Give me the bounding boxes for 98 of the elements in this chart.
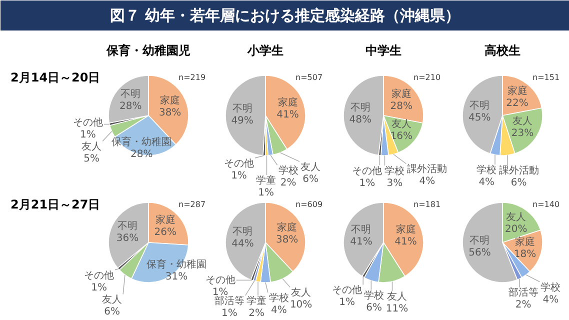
data-label: 45% xyxy=(468,112,491,124)
slice-label: 不明 xyxy=(351,224,372,236)
data-label: 1% xyxy=(221,308,238,319)
slice-label: 友人 xyxy=(391,118,412,130)
text: n=140 xyxy=(532,200,560,209)
slice-label: 学校 xyxy=(476,164,497,176)
data-label: 4% xyxy=(478,177,495,188)
chart-title: 高校生 xyxy=(484,44,520,58)
data-label: 5% xyxy=(84,154,100,165)
data-label: 11% xyxy=(386,304,408,315)
data-label: 4% xyxy=(542,294,559,306)
slice-label: 家庭 xyxy=(514,236,535,248)
slice-label: 保育・幼稚園 xyxy=(112,136,172,148)
slice-label: 友人 xyxy=(506,212,526,224)
data-label: 38% xyxy=(158,107,182,118)
chart-title: 保育・幼稚園児 xyxy=(106,44,190,58)
data-label: 49% xyxy=(231,115,254,126)
data-label: 41% xyxy=(350,236,372,248)
slice-label: 家庭 xyxy=(507,85,528,98)
data-label: 28% xyxy=(120,101,142,112)
data-label: 1% xyxy=(91,282,107,294)
slice-label: 不明 xyxy=(232,103,252,114)
slice-label: 不明 xyxy=(118,221,138,232)
data-label: 56% xyxy=(468,247,491,258)
data-label: 1% xyxy=(80,130,96,141)
data-label: 2% xyxy=(515,300,532,311)
data-label: 48% xyxy=(349,114,372,126)
data-label: 44% xyxy=(232,238,254,250)
data-label: 41% xyxy=(276,110,299,121)
data-label: 1% xyxy=(359,178,376,189)
slice-label: その他 xyxy=(84,269,114,282)
slice-label: 家庭 xyxy=(391,88,412,100)
data-label: 22% xyxy=(506,98,528,110)
slice-label: 不明 xyxy=(350,102,370,114)
data-label: 38% xyxy=(276,234,298,246)
data-label: 3% xyxy=(386,178,403,189)
data-label: 6% xyxy=(510,178,527,189)
slice-label: 家庭 xyxy=(277,221,298,234)
slice-label: その他 xyxy=(205,274,236,286)
data-label: 28% xyxy=(390,101,412,112)
slice-label: 学童 xyxy=(256,174,276,187)
text: n=181 xyxy=(414,200,441,209)
data-label: 1% xyxy=(258,188,274,199)
data-label: 6% xyxy=(366,302,382,314)
data-label: 23% xyxy=(511,128,534,139)
text: n=609 xyxy=(296,200,323,209)
slice-label: 課外活動 xyxy=(498,164,539,177)
slice-label: 家庭 xyxy=(155,214,176,226)
slice-label: 家庭 xyxy=(160,94,180,106)
chart-title: 小学生 xyxy=(246,44,284,58)
slice-label: 不明 xyxy=(232,226,253,238)
data-label: 4% xyxy=(270,305,287,316)
slice-label: 友人 xyxy=(291,288,312,299)
text: n=219 xyxy=(178,73,206,82)
data-label: 1% xyxy=(339,297,356,308)
data-label: 2% xyxy=(248,308,265,319)
slice-label: 学校 xyxy=(268,292,289,304)
data-label: 41% xyxy=(394,236,417,248)
slice-label: 友人 xyxy=(387,292,408,303)
slice-label: その他 xyxy=(72,116,103,129)
slice-label: その他 xyxy=(224,157,254,170)
slice-label: 学校 xyxy=(278,164,298,177)
slice-label: 家庭 xyxy=(278,96,298,109)
slice-label: 不明 xyxy=(470,100,490,112)
data-label: 6% xyxy=(302,174,318,186)
text: n=507 xyxy=(296,73,323,82)
slice-label: 学校 xyxy=(364,289,384,302)
slice-label: 課外活動 xyxy=(407,163,448,176)
data-label: 36% xyxy=(116,233,139,244)
chart-subtitle: 2月21日～27日 xyxy=(10,198,100,212)
slice-label: 友人 xyxy=(512,116,532,127)
slice-label: 友人 xyxy=(102,294,122,306)
slice-label: 友人 xyxy=(300,162,321,174)
slice-label: 学校 xyxy=(384,164,405,177)
slice-label: 家庭 xyxy=(396,224,416,236)
slice-label: その他 xyxy=(352,164,382,177)
text: 図７ 幼年・若年層における推定感染経路（沖縄県） xyxy=(110,6,460,24)
text: n=210 xyxy=(414,73,441,82)
data-label: 1% xyxy=(231,170,247,182)
slice-label: 不明 xyxy=(470,235,490,246)
slice-label: 部活等 xyxy=(508,286,538,299)
slice-label: 学校 xyxy=(540,281,561,294)
slice-label: その他 xyxy=(332,284,362,296)
data-label: 10% xyxy=(290,300,312,311)
slice-label: 不明 xyxy=(120,89,141,100)
text: n=151 xyxy=(532,73,560,82)
slice-label: 友人 xyxy=(82,142,102,153)
data-label: 18% xyxy=(514,248,536,260)
data-label: 26% xyxy=(154,227,177,238)
data-label: 2% xyxy=(280,178,296,189)
text: n=287 xyxy=(178,200,206,209)
data-label: 6% xyxy=(104,306,120,318)
data-label: 4% xyxy=(419,176,436,188)
data-label: 31% xyxy=(165,271,188,282)
data-label: 20% xyxy=(505,224,528,236)
chart-subtitle: 2月14日～20日 xyxy=(10,70,100,84)
chart-title: 中学生 xyxy=(366,44,402,58)
slice-label: 学童 xyxy=(246,295,267,307)
